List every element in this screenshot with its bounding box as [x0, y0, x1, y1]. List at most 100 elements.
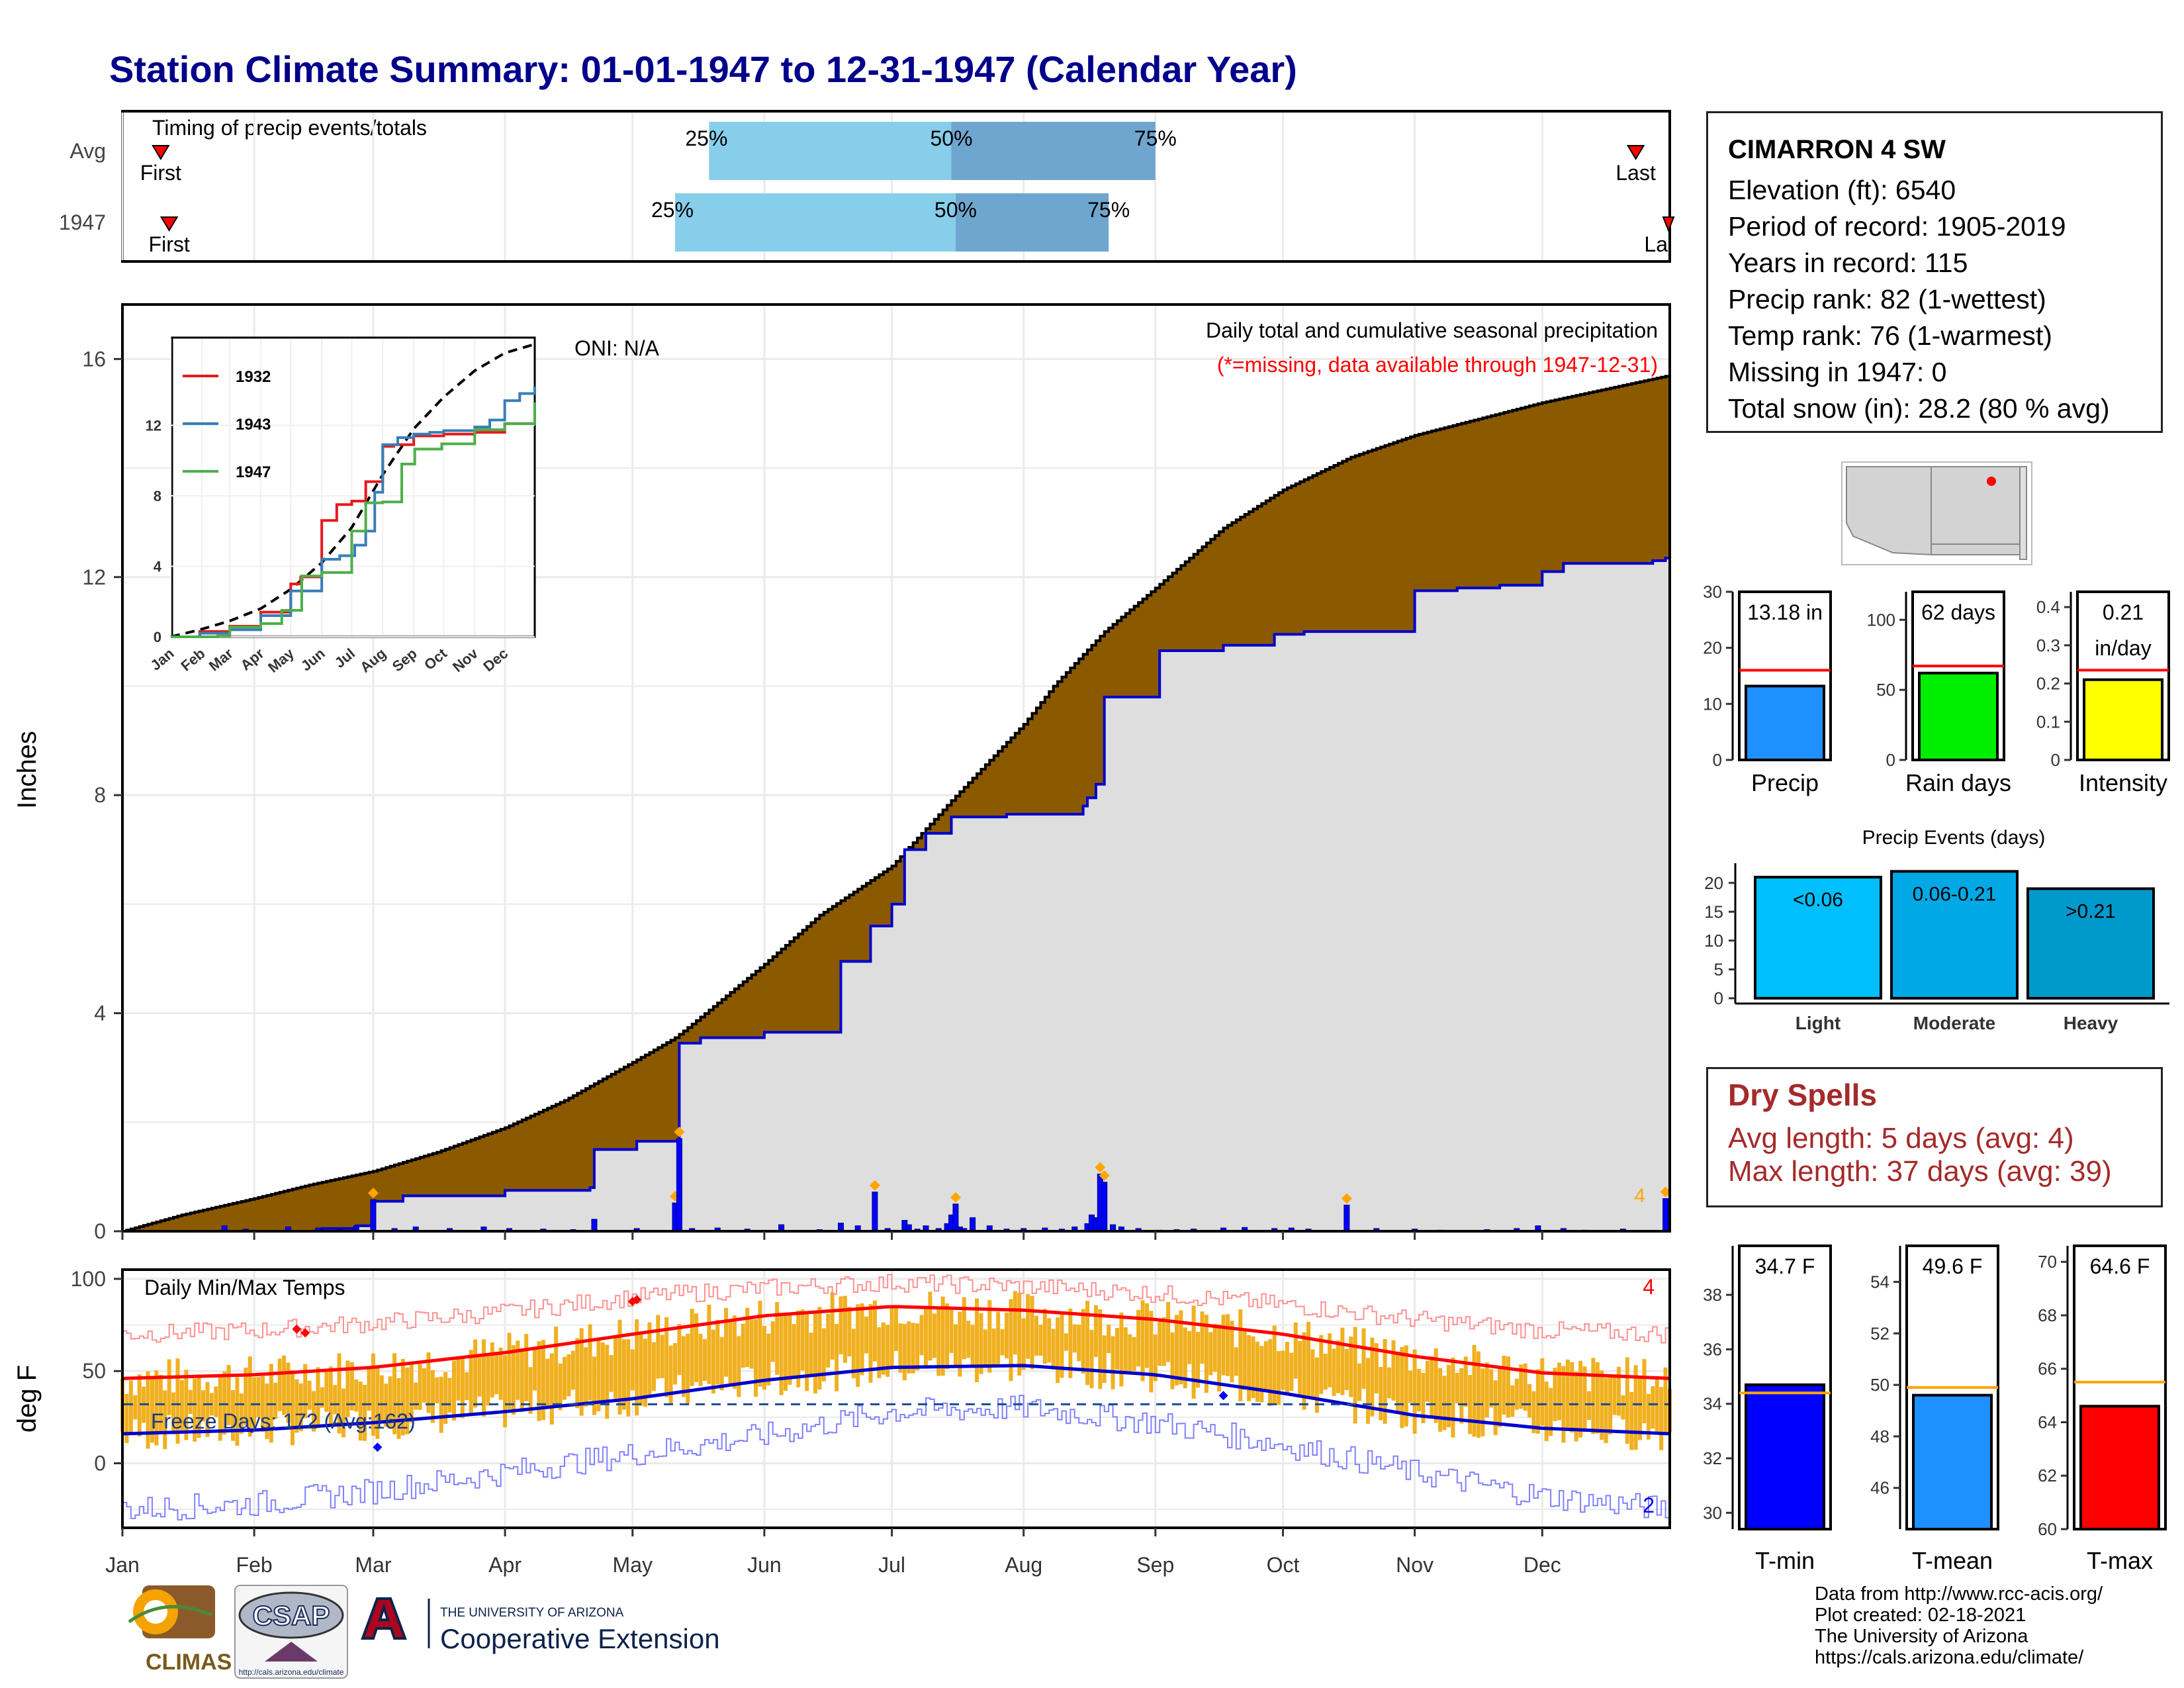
month-label: Mar — [355, 1553, 391, 1577]
daily-temp-bar — [567, 1354, 571, 1397]
daily-temp-bar — [354, 1379, 359, 1412]
credit-source: Data from http://www.rcc-acis.org/ — [1815, 1583, 2103, 1605]
daily-temp-bar — [1009, 1299, 1013, 1382]
station-elevation: Elevation (ft): 6540 — [1728, 175, 1956, 205]
daily-temp-bar — [1365, 1358, 1370, 1424]
daily-temp-bar — [1336, 1340, 1340, 1393]
y-tick-label: 15 — [1704, 902, 1723, 921]
small-chart-category: Precip — [1751, 769, 1819, 796]
daily-temp-bar — [596, 1339, 601, 1412]
daily-temp-bar — [1408, 1370, 1413, 1403]
daily-temp-bar — [465, 1372, 469, 1401]
daily-temp-bar — [1238, 1309, 1243, 1401]
daily-temp-bar — [800, 1309, 805, 1371]
daily-temp-bar — [749, 1319, 754, 1369]
timing-p75-label: 75% — [1087, 198, 1130, 222]
daily-temp-bar — [898, 1323, 903, 1373]
daily-temp-bar — [273, 1382, 278, 1419]
y-tick-label: 5 — [1714, 959, 1723, 979]
daily-temp-bar — [316, 1367, 320, 1429]
inset-average-line — [170, 343, 535, 638]
y-tick-label: 54 — [1870, 1272, 1889, 1291]
daily-temp-bar — [1616, 1366, 1621, 1416]
daily-temp-bar — [400, 1359, 405, 1436]
daily-temp-bar — [1107, 1324, 1111, 1354]
daily-temp-bar — [1081, 1309, 1085, 1374]
small-chart-category: Rain days — [1905, 769, 2011, 796]
daily-temp-bar — [605, 1344, 610, 1419]
y-tick-label: 52 — [1870, 1323, 1889, 1343]
inset-y-tick: 12 — [146, 417, 161, 434]
extreme-precip-marker — [1099, 1170, 1110, 1181]
daily-temp-bar — [1421, 1372, 1426, 1423]
value-label: 49.6 F — [1923, 1254, 1983, 1278]
y-tick-label: 0 — [94, 1452, 106, 1476]
daily-temp-bar — [770, 1321, 775, 1362]
station-dot — [1987, 477, 1996, 486]
daily-temp-bar — [396, 1378, 401, 1439]
extreme-precip-marker — [1341, 1193, 1352, 1204]
daily-temp-bar — [1242, 1331, 1247, 1390]
legend-label: 1947 — [236, 463, 271, 481]
daily-precip-bar — [676, 1138, 682, 1232]
daily-temp-bar — [673, 1342, 677, 1385]
temp-title: Daily Min/Max Temps — [144, 1276, 345, 1299]
legend-label: 1943 — [236, 416, 271, 434]
small-chart-category: T-max — [2087, 1547, 2153, 1574]
daily-temp-bar — [953, 1324, 958, 1367]
record-high-marker — [292, 1324, 302, 1334]
daily-temp-bar — [1535, 1369, 1540, 1434]
daily-temp-bar — [286, 1362, 291, 1423]
daily-temp-bar — [826, 1313, 831, 1368]
daily-temp-bar — [312, 1391, 316, 1432]
daily-temp-bar — [1217, 1324, 1222, 1392]
y-tick-label: 100 — [71, 1267, 106, 1291]
station-snow: Total snow (in): 28.2 (80 % avg) — [1728, 393, 2110, 424]
daily-temp-bar — [1642, 1359, 1647, 1423]
timing-bar-50-75 — [951, 122, 1156, 180]
daily-temp-bar — [715, 1320, 720, 1385]
daily-temp-bar — [244, 1368, 248, 1425]
daily-temp-bar — [414, 1382, 418, 1410]
daily-temp-bar — [805, 1313, 809, 1391]
daily-temp-bar — [1549, 1387, 1553, 1436]
daily-temp-bar — [1447, 1364, 1451, 1428]
daily-temp-bar — [456, 1356, 461, 1401]
event-bar-label: 0.06-0.21 — [1913, 883, 1997, 905]
daily-temp-bar — [1404, 1345, 1408, 1427]
daily-temp-bar — [932, 1313, 936, 1358]
y-tick-label: 50 — [82, 1359, 106, 1383]
daily-temp-bar — [1502, 1355, 1506, 1415]
y-tick-label: 0.4 — [2036, 597, 2060, 617]
daily-temp-bar — [1060, 1312, 1064, 1378]
month-label: Dec — [1524, 1553, 1561, 1577]
daily-temp-bar — [541, 1340, 545, 1421]
daily-temp-bar — [635, 1319, 639, 1416]
daily-temp-bar — [1561, 1366, 1566, 1443]
event-category: Moderate — [1913, 1013, 1995, 1033]
daily-temp-bar — [469, 1350, 473, 1415]
daily-temp-bar — [1612, 1377, 1617, 1415]
daily-temp-bar — [907, 1321, 911, 1374]
daily-temp-bar — [630, 1349, 635, 1391]
inset-y-tick: 0 — [154, 629, 161, 645]
daily-temp-bar — [1349, 1336, 1353, 1397]
daily-temp-bar — [1468, 1375, 1473, 1434]
y-tick-label: 0 — [2051, 750, 2060, 770]
daily-temp-bar — [388, 1376, 392, 1429]
daily-temp-bar — [919, 1315, 924, 1356]
average-min-line — [122, 1364, 1670, 1436]
daily-temp-bar — [1098, 1309, 1103, 1389]
daily-temp-bar — [1077, 1325, 1081, 1362]
daily-temp-bar — [265, 1383, 269, 1439]
observed-cumulative-line — [122, 506, 1671, 1233]
daily-temp-bar — [1153, 1334, 1158, 1382]
daily-precip-bar — [1662, 1198, 1669, 1232]
daily-temp-bar — [1659, 1387, 1664, 1450]
daily-temp-bar — [171, 1392, 176, 1434]
daily-temp-bar — [1064, 1333, 1068, 1351]
daily-temp-bar — [1379, 1367, 1383, 1421]
record-high-count: 4 — [1643, 1275, 1655, 1299]
daily-temp-bar — [668, 1345, 673, 1405]
dry-spells-title: Dry Spells — [1728, 1078, 1877, 1112]
